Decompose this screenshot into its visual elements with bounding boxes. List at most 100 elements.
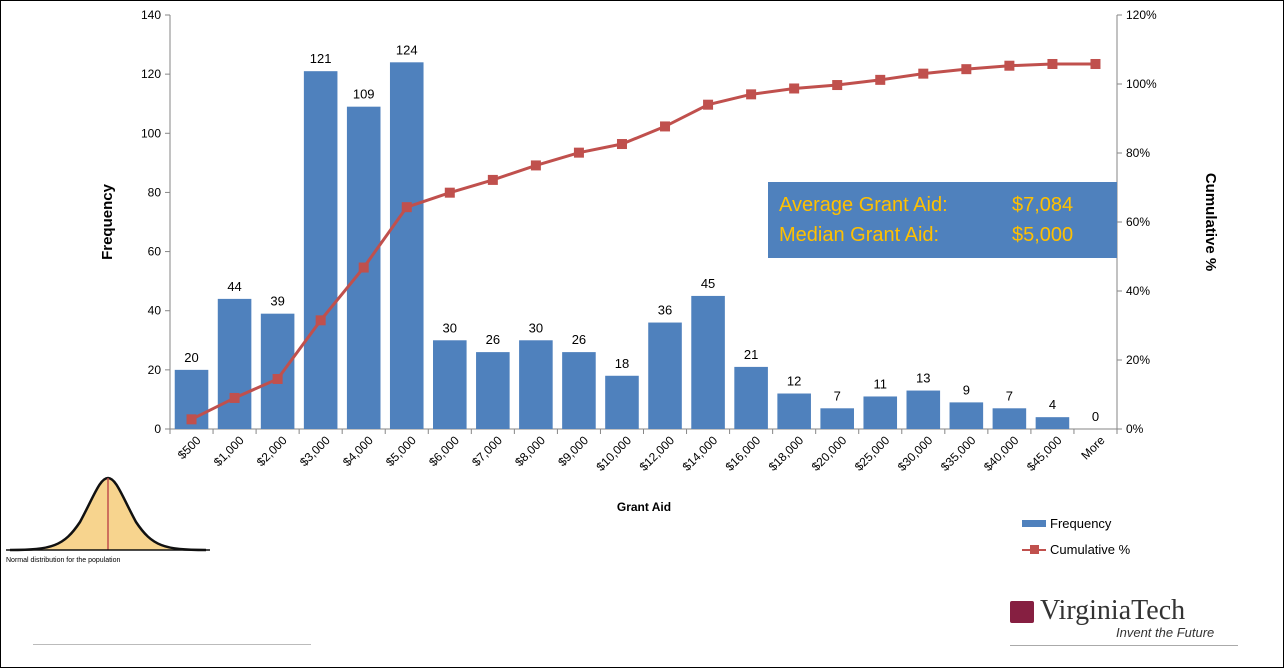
x-tick-label: $30,000 (895, 433, 936, 474)
x-tick-label: $9,000 (555, 433, 591, 469)
bar-value-label: 13 (916, 371, 930, 386)
bar-value-label: 121 (310, 51, 332, 66)
bar-value-label: 30 (529, 320, 543, 335)
bar-value-label: 45 (701, 276, 715, 291)
cumulative-line (190, 62, 1096, 421)
bar-data-labels: 20 44 39 121 109 124 30 26 30 26 18 36 45 21 12 7 11 13 9 7… (184, 42, 1099, 424)
y-tick-label: 80 (148, 185, 162, 199)
grant-aid-summary-box: Average Grant Aid: $7,084 Median Grant A… (768, 182, 1117, 258)
x-tick-label: $45,000 (1024, 433, 1065, 474)
cumulative-point (746, 89, 757, 100)
x-tick-label: More (1078, 433, 1107, 462)
bar (863, 396, 898, 429)
bar (519, 340, 553, 429)
y2-tick-label: 80% (1126, 146, 1150, 160)
x-axis-label: Grant Aid (617, 500, 671, 514)
cumulative-point (616, 139, 627, 150)
cumulative-line-series (186, 58, 1101, 425)
cumulative-point (186, 414, 197, 425)
cumulative-point (832, 80, 843, 91)
median-grant-aid-label: Median Grant Aid: (779, 224, 940, 246)
median-grant-aid-value: $5,000 (1012, 224, 1074, 246)
y2-tick-label: 120% (1126, 8, 1157, 22)
cumulative-point (530, 160, 541, 171)
normal-distribution-thumbnail: Normal distribution for the population (2, 464, 212, 570)
y-tick-label: 140 (141, 8, 161, 22)
logo-tagline: Invent the Future (1116, 625, 1215, 640)
cumulative-point (1090, 58, 1101, 69)
x-tick-label: $2,000 (254, 433, 290, 469)
legend-bar-swatch (1022, 520, 1046, 527)
bar (906, 390, 941, 429)
x-tick-label: $7,000 (469, 433, 505, 469)
bar-value-label: 12 (787, 374, 801, 389)
y-tick-label: 0 (154, 422, 161, 436)
bell-curve-icon (6, 476, 210, 552)
cumulative-point (789, 83, 800, 94)
cumulative-point (703, 99, 714, 110)
legend-label-frequency: Frequency (1050, 516, 1112, 531)
cumulative-point (487, 174, 498, 185)
x-tick-label: $500 (175, 433, 204, 462)
average-grant-aid-label: Average Grant Aid: (779, 194, 948, 216)
bar-value-label: 44 (227, 279, 241, 294)
thumbnail-caption: Normal distribution for the population (6, 557, 121, 564)
cumulative-point (660, 121, 671, 132)
y2-axis-label: Cumulative % (1202, 173, 1219, 271)
bar-value-label: 11 (874, 376, 888, 391)
footer-rule (33, 644, 311, 645)
x-tick-label: $25,000 (852, 433, 893, 474)
bar (389, 62, 424, 430)
logo-wordmark: VirginiaTech (1040, 595, 1186, 626)
cumulative-point (358, 262, 369, 273)
bar-value-label: 39 (270, 294, 284, 309)
y-tick-label: 100 (141, 126, 161, 140)
virginia-tech-logo: VirginiaTech Invent the Future (1010, 595, 1240, 647)
y2-tick-label: 60% (1126, 215, 1150, 229)
bar-value-label: 124 (396, 42, 418, 57)
bar (605, 375, 639, 429)
x-tick-label: $16,000 (723, 433, 764, 474)
bar (820, 408, 854, 429)
bar-value-label: 7 (834, 388, 841, 403)
bar (476, 352, 510, 429)
bar (1035, 417, 1070, 429)
logo-rule (1010, 645, 1238, 646)
bar-value-label: 26 (572, 332, 586, 347)
x-tick-label: $5,000 (383, 433, 419, 469)
bar (734, 366, 768, 429)
y2-tick-label: 20% (1126, 353, 1150, 367)
y-tick-label: 40 (148, 304, 162, 318)
x-tick-label: $14,000 (680, 433, 721, 474)
university-seal-icon (1010, 601, 1034, 623)
bar (260, 313, 295, 429)
bar (648, 322, 682, 429)
bar-series (174, 62, 1070, 430)
y2-tick-label: 100% (1126, 77, 1157, 91)
legend-label-cumulative: Cumulative % (1050, 542, 1131, 557)
cumulative-point (272, 373, 283, 384)
bar (777, 393, 811, 429)
y-tick-label: 120 (141, 67, 161, 81)
cumulative-point (918, 68, 929, 79)
legend-marker-swatch (1030, 545, 1039, 554)
bar-value-label: 30 (443, 320, 457, 335)
bar-value-label: 26 (486, 332, 500, 347)
y-axis-label: Frequency (99, 183, 116, 260)
y2-tick-label: 40% (1126, 284, 1150, 298)
bar-value-label: 109 (353, 87, 375, 102)
bar-value-label: 0 (1092, 409, 1099, 424)
x-tick-label: $8,000 (512, 433, 548, 469)
bar-value-label: 21 (744, 347, 758, 362)
y-tick-label: 60 (148, 245, 162, 259)
x-tick-label: $12,000 (637, 433, 678, 474)
x-tick-label: $20,000 (809, 433, 850, 474)
bar-value-label: 18 (615, 356, 629, 371)
bar (303, 71, 338, 429)
bar-value-label: 7 (1006, 388, 1013, 403)
cumulative-point (401, 202, 412, 213)
bar-value-label: 36 (658, 303, 672, 318)
x-tick-label: $1,000 (211, 433, 247, 469)
x-tick-label: $4,000 (340, 433, 376, 469)
